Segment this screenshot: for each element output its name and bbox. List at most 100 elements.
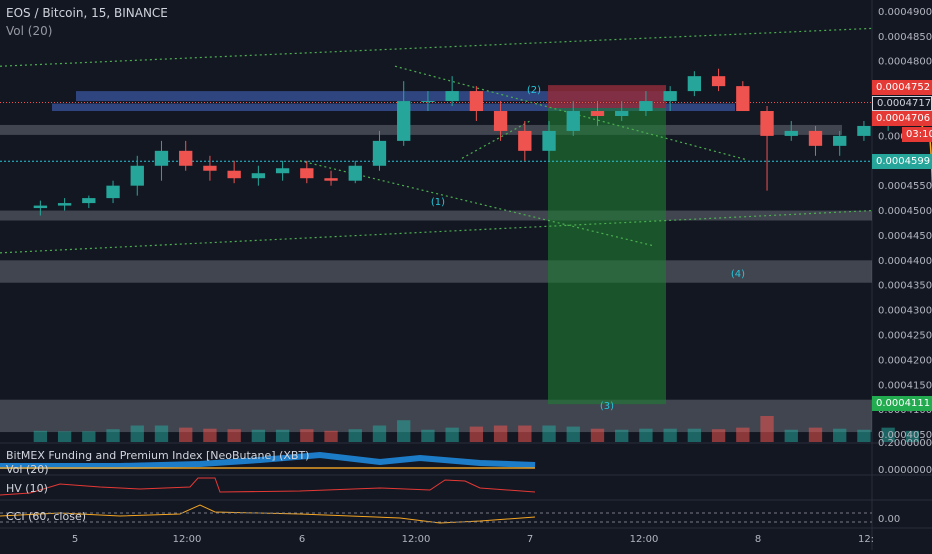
volume-bar-26	[663, 428, 677, 442]
price-tick-13: 0.0004250	[878, 330, 932, 341]
volume-bar-19	[493, 425, 508, 442]
candle-body-8	[227, 170, 241, 179]
candle-body-31	[784, 130, 798, 136]
time-label-5: 12:00	[630, 534, 659, 545]
candle-body-6	[179, 150, 193, 166]
candle-body-18	[469, 91, 484, 112]
volume-bar-36	[905, 430, 920, 442]
time-label-7: 12:	[858, 534, 874, 545]
time-label-1: 12:00	[173, 534, 202, 545]
candle-body-11	[300, 168, 314, 179]
volume-legend: Vol (20)	[6, 24, 53, 38]
volume-bar-18	[469, 426, 484, 442]
price-tick-9: 0.0004450	[878, 231, 932, 242]
trend-line-0	[0, 27, 873, 67]
volume-bar-10	[275, 429, 290, 442]
volume-bar-32	[808, 427, 823, 442]
candle-body-32	[808, 130, 823, 146]
indicator-tick-2: 0.00	[878, 514, 900, 525]
candle-body-23	[590, 111, 605, 116]
price-tick-2: 0.0004800	[878, 57, 932, 68]
volume-bar-22	[566, 426, 580, 442]
hv-line	[0, 477, 536, 496]
volume-bar-1	[57, 431, 72, 442]
candle-body-19	[493, 111, 508, 131]
candle-body-34	[857, 125, 871, 136]
target-price-tag: 0.0004111	[872, 396, 932, 411]
candle-body-4	[130, 165, 144, 186]
volume-bar-27	[687, 428, 702, 442]
volume-bar-2	[82, 431, 96, 442]
volume-bar-17	[445, 427, 459, 442]
zone-support-3	[0, 210, 872, 221]
volume-bar-33	[833, 428, 847, 442]
volume-bar-7	[203, 428, 217, 442]
indicator-tick-1: 0.0000000	[878, 465, 932, 476]
volume-bar-25	[639, 428, 653, 442]
cci-legend[interactable]: CCI (60, close)	[6, 510, 87, 523]
volume-bar-13	[348, 429, 362, 442]
volume-bar-12	[324, 430, 338, 442]
volume-bar-9	[251, 429, 266, 442]
price-tick-17: 0.0004050	[878, 430, 932, 441]
candle-body-1	[57, 203, 72, 206]
zone-resistance-0	[76, 91, 665, 102]
volume-bar-6	[179, 427, 193, 442]
entry-price-tag: 0.0004706	[872, 111, 932, 126]
symbol-legend[interactable]: EOS / Bitcoin, 15, BINANCE	[6, 6, 168, 20]
price-tick-14: 0.0004200	[878, 355, 932, 366]
zone-support-2	[0, 124, 842, 135]
zone-support-5	[0, 399, 872, 433]
candle-body-25	[639, 101, 653, 112]
volume-bar-3	[106, 429, 120, 442]
volume-bar-16	[421, 429, 435, 442]
wave-label-2: (3)	[600, 401, 614, 412]
price-tick-12: 0.0004300	[878, 306, 932, 317]
volume-bar-24	[615, 429, 629, 442]
candle-body-3	[106, 185, 120, 199]
candle-body-0	[33, 205, 48, 209]
candle-body-30	[760, 111, 774, 136]
volume-bar-30	[760, 416, 774, 442]
candle-body-10	[275, 168, 290, 174]
wave-label-3: (4)	[731, 269, 745, 280]
hline-price-tag: 0.0004599	[872, 154, 932, 169]
candle-body-17	[445, 91, 459, 102]
candle-body-21	[542, 130, 556, 151]
volume-bar-0	[33, 430, 48, 442]
candle-body-15	[397, 101, 411, 141]
wave-label-0: (1)	[431, 197, 445, 208]
wave-label-1: (2)	[527, 85, 541, 96]
volume-ind-legend[interactable]: Vol (20)	[6, 463, 49, 476]
time-label-0: 5	[72, 534, 78, 545]
price-tick-0: 0.0004900	[878, 7, 932, 18]
time-label-4: 7	[527, 534, 533, 545]
candle-body-9	[251, 173, 266, 179]
zone-resistance-1	[52, 103, 735, 112]
volume-bar-8	[227, 429, 241, 442]
volume-bar-4	[130, 425, 144, 442]
volume-bar-21	[542, 425, 556, 442]
funding-legend[interactable]: BitMEX Funding and Premium Index [NeoBut…	[6, 449, 310, 462]
candle-body-33	[833, 135, 847, 146]
candle-body-13	[348, 165, 362, 181]
price-tick-8: 0.0004500	[878, 206, 932, 217]
volume-bar-20	[518, 425, 532, 442]
candle-body-2	[82, 198, 96, 204]
funding-line	[0, 451, 536, 469]
price-tick-10: 0.0004400	[878, 256, 932, 267]
candle-body-12	[324, 178, 338, 181]
candle-body-29	[736, 86, 750, 112]
hv-legend[interactable]: HV (10)	[6, 482, 48, 495]
candle-body-7	[203, 165, 217, 171]
candle-body-5	[154, 150, 169, 166]
candle-body-20	[518, 130, 532, 151]
price-tick-7: 0.0004550	[878, 181, 932, 192]
take-profit-box	[548, 108, 666, 405]
countdown-tag: 03:10	[902, 127, 932, 142]
candle-body-16	[421, 101, 435, 103]
time-label-3: 12:00	[402, 534, 431, 545]
candle-body-14	[372, 140, 387, 166]
